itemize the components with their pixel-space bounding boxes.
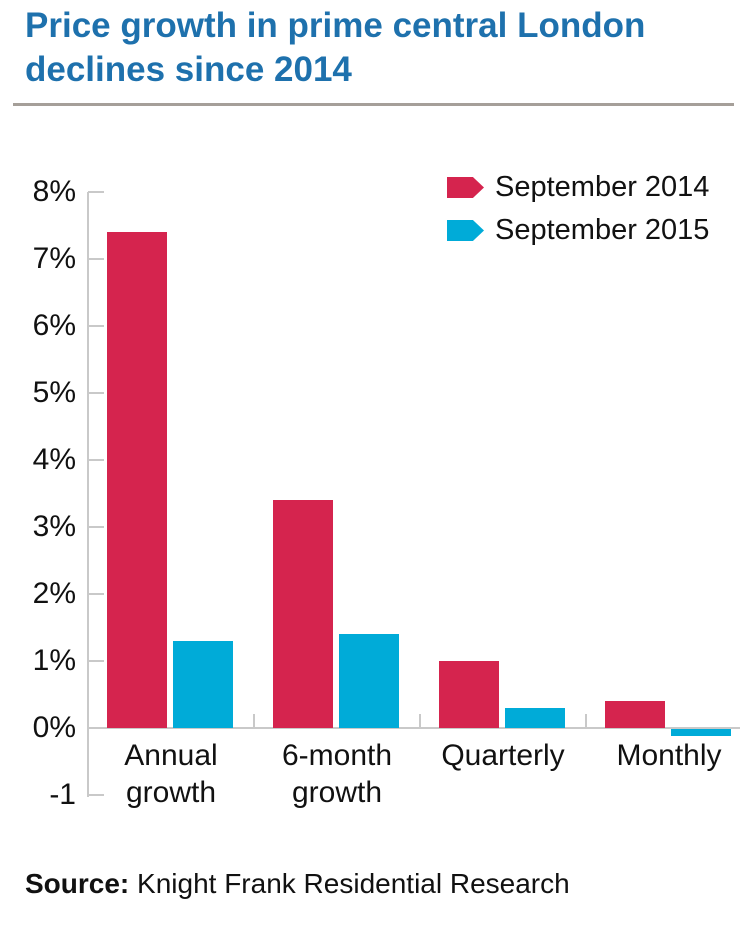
x-axis-tick: [419, 714, 421, 728]
y-axis-tick-label: 1%: [32, 644, 76, 677]
bar: [605, 701, 665, 728]
legend-label: September 2014: [495, 171, 710, 203]
y-axis-tick: [88, 794, 104, 796]
bar: [273, 500, 333, 728]
bar: [671, 729, 731, 736]
legend-marker-arrow-icon: [447, 177, 484, 198]
page-title-line1: Price growth in prime central London: [25, 6, 646, 45]
legend-marker-arrow-icon: [447, 220, 484, 241]
y-axis-tick-label: 2%: [32, 577, 76, 610]
y-axis-tick-label: 0%: [32, 711, 76, 744]
legend: September 2014 September 2015: [447, 166, 709, 252]
y-axis-tick: [88, 459, 104, 461]
bar: [339, 634, 399, 728]
y-axis-tick: [88, 660, 104, 662]
page-title-line2: declines since 2014: [25, 50, 352, 89]
bar: [439, 661, 499, 728]
bar: [173, 641, 233, 728]
x-axis-category-label: Annual growth: [124, 739, 218, 809]
y-axis-tick-label: 3%: [32, 510, 76, 543]
x-axis-category-label: 6-month growth: [281, 739, 393, 809]
y-axis-tick: [88, 392, 104, 394]
legend-item-2015: September 2015: [447, 209, 709, 252]
y-axis-tick-label: 7%: [32, 242, 76, 275]
y-axis-line: [87, 192, 89, 797]
y-axis-tick: [88, 191, 104, 193]
y-axis-tick-label: 5%: [32, 376, 76, 409]
page-title: Price growth in prime central London dec…: [25, 4, 735, 92]
y-axis-tick: [88, 526, 104, 528]
bar: [505, 708, 565, 728]
x-axis-tick: [253, 714, 255, 728]
title-divider: [13, 103, 734, 106]
source-note: Source: Knight Frank Residential Researc…: [25, 868, 570, 900]
x-axis-category-label: Quarterly: [441, 739, 565, 772]
x-axis-tick: [585, 714, 587, 728]
y-axis-tick-label: 8%: [32, 175, 76, 208]
legend-item-2014: September 2014: [447, 166, 709, 209]
y-axis-tick-label: 4%: [32, 443, 76, 476]
y-axis-tick: [88, 258, 104, 260]
x-axis-category-label: Monthly: [616, 739, 722, 772]
x-axis-baseline: [88, 727, 740, 729]
legend-label: September 2015: [495, 214, 710, 246]
source-text: Knight Frank Residential Research: [129, 868, 570, 899]
y-axis-tick: [88, 325, 104, 327]
y-axis-tick-label: 6%: [32, 309, 76, 342]
bar: [107, 232, 167, 728]
y-axis-tick-label: -1: [49, 778, 76, 811]
y-axis-tick: [88, 593, 104, 595]
source-label: Source:: [25, 868, 130, 899]
